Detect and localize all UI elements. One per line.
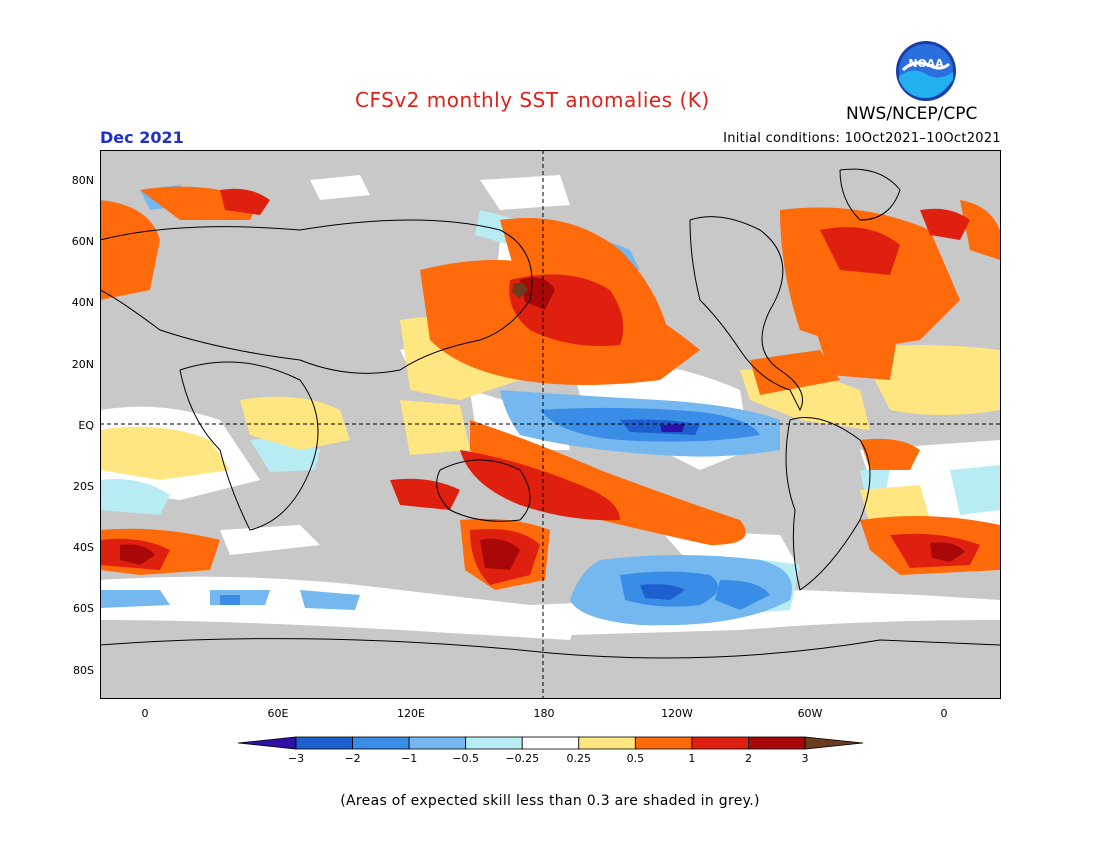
- lon-label: 0: [141, 707, 149, 720]
- colorbar-tick-label: 0.25: [566, 752, 592, 765]
- anomaly-brown: [512, 282, 528, 298]
- lon-label: 120W: [661, 707, 693, 720]
- lat-label: 20N: [71, 357, 94, 371]
- colorbar-swatch: [465, 736, 523, 750]
- colorbar-tick-label: −1: [401, 752, 418, 765]
- colorbar-tick-label: 1: [688, 752, 696, 765]
- initial-conditions: Initial conditions: 10Oct2021–10Oct2021: [723, 131, 1001, 146]
- colorbar-swatch: [691, 736, 749, 750]
- skill-footnote: (Areas of expected skill less than 0.3 a…: [340, 793, 760, 809]
- colorbar-swatch: [295, 736, 353, 750]
- anomaly-red: [100, 188, 980, 585]
- organization-label: NWS/NCEP/CPC: [846, 104, 978, 124]
- colorbar-swatch: [238, 736, 297, 750]
- colorbar-tick-label: −0.25: [505, 752, 540, 765]
- forecast-month: Dec 2021: [100, 128, 184, 147]
- colorbar-swatch: [578, 736, 636, 750]
- lon-label: 0: [940, 707, 948, 720]
- colorbar-tick-label: 0.5: [626, 752, 645, 765]
- svg-text:NOAA: NOAA: [908, 57, 944, 70]
- colorbar-swatch: [634, 736, 693, 750]
- lat-label: 60N: [71, 235, 94, 249]
- colorbar-swatch: [521, 736, 580, 750]
- colorbar: [238, 736, 863, 750]
- coastlines: [100, 168, 1001, 659]
- lon-label: 120E: [397, 707, 425, 720]
- lat-label: 60S: [73, 602, 94, 616]
- colorbar-swatch: [352, 736, 410, 750]
- anomaly-deep-blue: [660, 424, 685, 432]
- lat-label: 80N: [71, 174, 94, 187]
- colorbar-tick-label: −0.5: [452, 752, 480, 765]
- lon-label: 180: [533, 707, 555, 720]
- lat-label: EQ: [78, 418, 94, 432]
- map-title: CFSv2 monthly SST anomalies (K): [355, 88, 710, 112]
- colorbar-swatch: [408, 736, 467, 750]
- colorbar-tick-label: −2: [344, 752, 361, 765]
- lat-label: 40N: [71, 296, 94, 310]
- colorbar-tick-label: 2: [744, 752, 752, 765]
- noaa-logo: NOAA: [896, 41, 956, 101]
- colorbar-swatch: [748, 736, 806, 750]
- lat-label: 80S: [73, 663, 94, 677]
- colorbar-tick-label: 3: [801, 752, 809, 765]
- lat-label: 20S: [73, 480, 94, 493]
- colorbar-tick-label: −3: [287, 752, 305, 765]
- colorbar-swatch: [804, 736, 863, 750]
- lon-label: 60E: [267, 707, 289, 720]
- sst-anomaly-map: [100, 150, 1001, 699]
- lon-label: 60W: [797, 707, 823, 720]
- lat-label: 40S: [73, 541, 94, 555]
